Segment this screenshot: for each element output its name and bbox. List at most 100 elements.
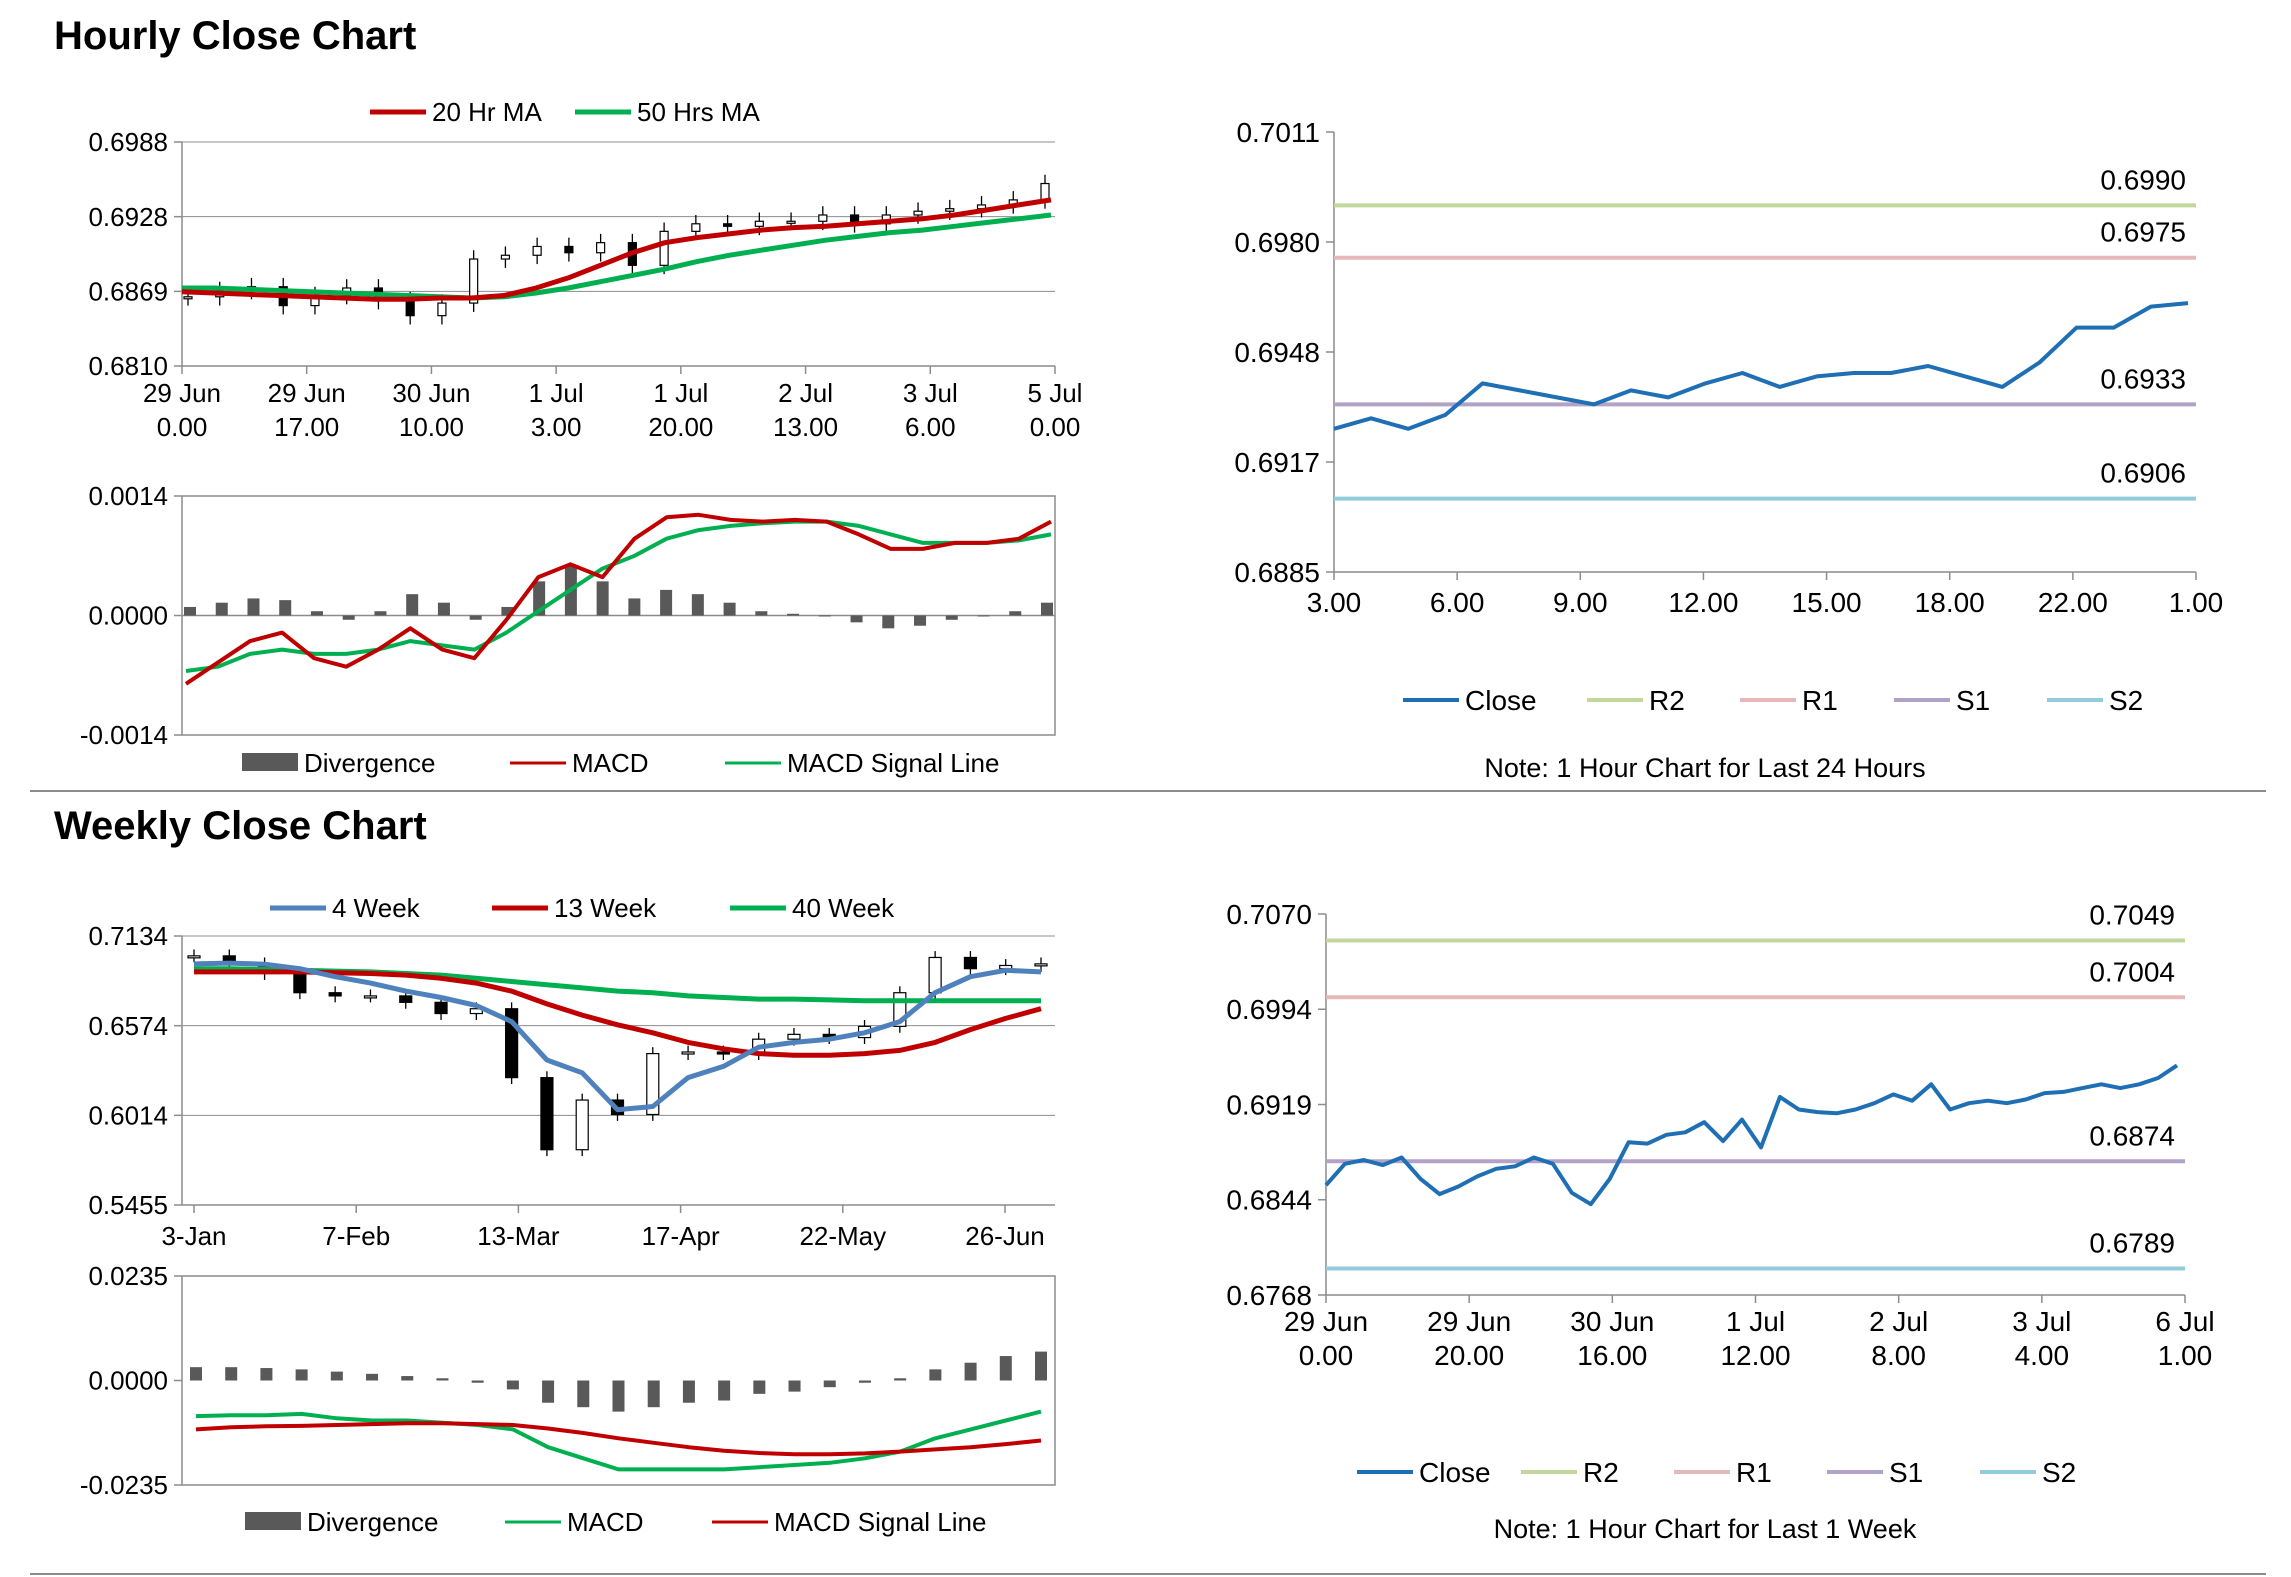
divergence-bar xyxy=(596,581,609,616)
candle-body xyxy=(434,1001,448,1015)
x-tick-label: 3 Jul xyxy=(903,378,958,408)
close-line xyxy=(1333,301,2189,431)
x-tick-label: 17-Apr xyxy=(642,1221,720,1251)
macd-signal-line xyxy=(185,519,1052,673)
divergence-bar xyxy=(406,594,419,616)
candle-body xyxy=(596,242,606,254)
legend-label: MACD Signal Line xyxy=(787,748,999,778)
divergence-bar xyxy=(190,1367,202,1381)
candle-body xyxy=(1034,963,1048,967)
candle-body xyxy=(405,299,415,317)
bottom-divider xyxy=(30,1573,2266,1575)
legend-label: Divergence xyxy=(304,748,436,778)
legend-label: 40 Week xyxy=(792,893,895,923)
hourly-macd-chart: 0.0014 0.0000 -0.0014 Divergence MACD MACD Si… xyxy=(80,481,1056,778)
x-tick-label: 1 Jul xyxy=(653,378,708,408)
legend-label: S1 xyxy=(1889,1457,1923,1488)
x-tick-label: 1 Jul xyxy=(529,378,584,408)
x-tick-label: 0.00 xyxy=(1299,1340,1354,1371)
legend-label: R1 xyxy=(1736,1457,1772,1488)
divergence-bar xyxy=(945,615,958,620)
candle-body xyxy=(786,220,796,224)
divergence-bar xyxy=(718,1380,731,1401)
candle-body xyxy=(564,245,574,254)
legend-label: MACD xyxy=(567,1507,644,1537)
x-tick-label: 26-Jun xyxy=(965,1221,1045,1251)
divergence-bar xyxy=(788,1380,801,1392)
y-tick-label: 0.6928 xyxy=(88,202,168,232)
x-tick-label: 17.00 xyxy=(274,412,339,442)
divergence-bar xyxy=(964,1362,977,1381)
divergence-bar xyxy=(542,1380,555,1403)
divergence-bar xyxy=(914,615,927,626)
candle-body xyxy=(540,1077,554,1151)
level-label-s2: 0.6789 xyxy=(2089,1228,2175,1259)
x-tick-label: 3-Jan xyxy=(161,1221,226,1251)
macd-signal-line xyxy=(195,1421,1042,1457)
level-label-s1: 0.6874 xyxy=(2089,1120,2175,1151)
x-tick-label: 3.00 xyxy=(1307,587,1362,618)
y-tick-label: 0.6988 xyxy=(88,127,168,157)
x-tick-label: 18.00 xyxy=(1915,587,1985,618)
y-tick-label: 0.6810 xyxy=(88,351,168,381)
candle-body xyxy=(437,302,447,317)
y-tick-label: 0.6574 xyxy=(88,1011,168,1041)
legend-label: 50 Hrs MA xyxy=(637,97,760,127)
divergence-bar xyxy=(977,615,990,617)
legend-label: S2 xyxy=(2042,1457,2076,1488)
divergence-bar xyxy=(260,1368,273,1381)
y-tick-label: 0.7070 xyxy=(1226,899,1312,930)
x-tick-label: 9.00 xyxy=(1553,587,1608,618)
level-label-s1: 0.6933 xyxy=(2100,363,2186,394)
y-tick-label: 0.5455 xyxy=(88,1190,168,1220)
y-tick-label: 0.7011 xyxy=(1236,117,1320,148)
hourly-section-title: Hourly Close Chart xyxy=(54,14,417,58)
close-line xyxy=(1324,1063,2179,1207)
candle-body xyxy=(1040,182,1050,201)
divergence-bar xyxy=(858,1380,871,1383)
x-tick-label: 20.00 xyxy=(648,412,713,442)
x-tick-label: 3.00 xyxy=(531,412,582,442)
candle-body xyxy=(913,210,923,216)
x-tick-label: 29 Jun xyxy=(268,378,346,408)
candle-body xyxy=(183,296,193,300)
y-tick-label: -0.0014 xyxy=(80,720,168,750)
legend-label: S1 xyxy=(1956,685,1990,716)
x-tick-label: 13-Mar xyxy=(477,1221,560,1251)
candle-body xyxy=(787,1033,801,1040)
divergence-bar xyxy=(471,1380,484,1383)
level-label-s2: 0.6906 xyxy=(2100,458,2186,489)
divergence-bar xyxy=(682,1380,695,1403)
legend-label: Divergence xyxy=(307,1507,439,1537)
divergence-bar xyxy=(894,1378,907,1381)
ma4-line xyxy=(193,960,1042,1113)
divergence-bar xyxy=(279,600,292,616)
x-tick-label: 12.00 xyxy=(1668,587,1738,618)
divergence-bar xyxy=(401,1376,414,1381)
x-tick-label: 1 Jul xyxy=(1726,1306,1785,1337)
x-tick-label: 7-Feb xyxy=(322,1221,390,1251)
divergence-bar xyxy=(184,606,196,616)
divergence-bar xyxy=(850,615,863,623)
candle-body xyxy=(681,1051,695,1055)
x-tick-label: 20.00 xyxy=(1434,1340,1504,1371)
divergence-bar xyxy=(247,598,260,616)
divergence-bar xyxy=(469,615,482,620)
candle-body xyxy=(722,223,733,227)
legend-swatch xyxy=(242,753,298,771)
hourly-note: Note: 1 Hour Chart for Last 24 Hours xyxy=(1484,753,1926,783)
macd-line xyxy=(184,512,1052,686)
candle-body xyxy=(659,230,669,266)
divergence-bar xyxy=(691,594,704,616)
divergence-bar xyxy=(647,1380,660,1408)
weekly-note: Note: 1 Hour Chart for Last 1 Week xyxy=(1493,1514,1917,1544)
y-tick-label: 0.6869 xyxy=(88,276,168,306)
divergence-bar xyxy=(1009,611,1022,616)
divergence-bar xyxy=(660,589,673,616)
legend-label: 13 Week xyxy=(554,893,657,923)
x-tick-label: 2 Jul xyxy=(1869,1306,1928,1337)
legend-label: S2 xyxy=(2109,685,2143,716)
divergence-bar xyxy=(1035,1351,1047,1381)
ma50-line xyxy=(182,212,1052,301)
